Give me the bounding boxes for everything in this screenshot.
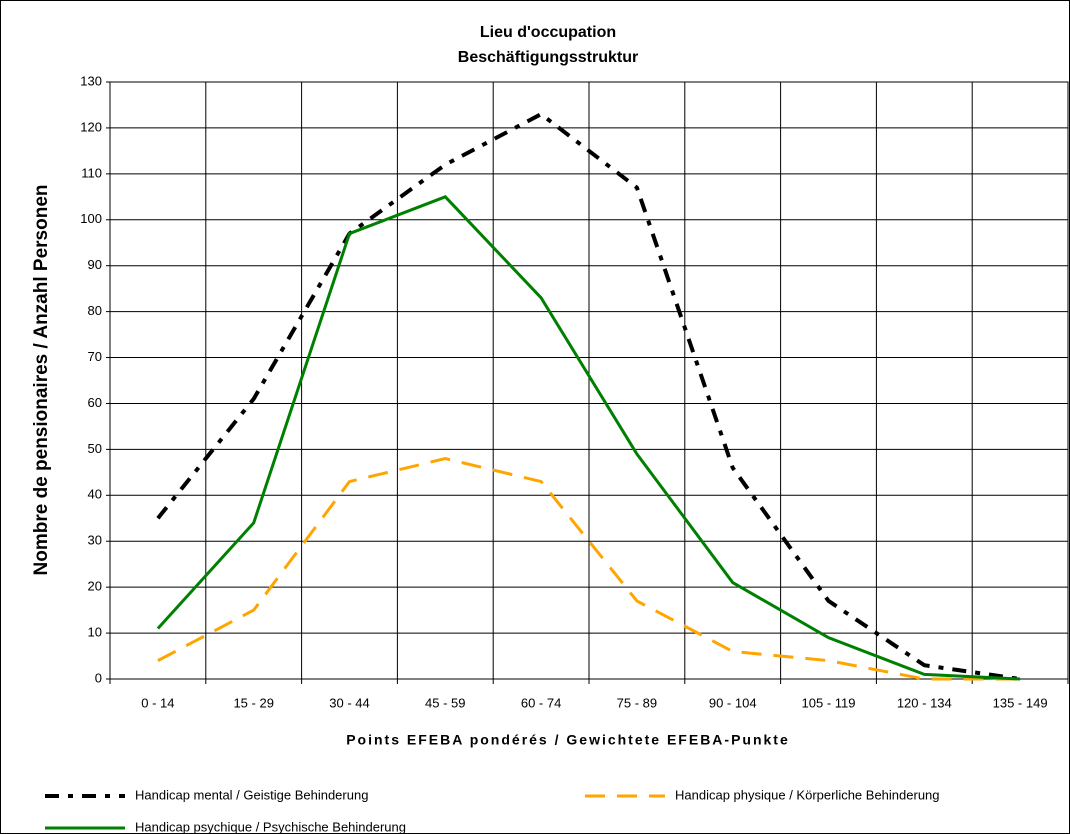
y-tick-label: 10 — [88, 625, 102, 640]
y-tick-label: 50 — [88, 441, 102, 456]
y-tick-label: 30 — [88, 533, 102, 548]
y-tick-label: 70 — [88, 349, 102, 364]
legend-label: Handicap physique / Körperliche Behinder… — [675, 787, 940, 802]
y-tick-label: 40 — [88, 487, 102, 502]
x-tick-label: 30 - 44 — [329, 695, 369, 710]
y-tick-label: 60 — [88, 395, 102, 410]
x-tick-label: 75 - 89 — [617, 695, 657, 710]
y-tick-label: 120 — [80, 119, 102, 134]
y-tick-label: 90 — [88, 257, 102, 272]
legend-label: Handicap psychique / Psychische Behinder… — [135, 819, 406, 834]
y-tick-label: 20 — [88, 579, 102, 594]
x-tick-label: 60 - 74 — [521, 695, 561, 710]
y-tick-label: 100 — [80, 211, 102, 226]
series-line — [156, 195, 1021, 681]
y-tick-label: 130 — [80, 73, 102, 88]
y-tick-label: 110 — [81, 165, 102, 180]
x-tick-label: 15 - 29 — [233, 695, 273, 710]
series-line — [157, 457, 1021, 681]
x-tick-label: 135 - 149 — [993, 695, 1048, 710]
series-line — [156, 111, 1021, 681]
x-tick-label: 105 - 119 — [802, 695, 856, 710]
x-axis-title: Points EFEBA pondérés / Gewichtete EFEBA… — [346, 732, 790, 748]
y-axis-title: Nombre de pensionaires / Anzahl Personen — [31, 184, 52, 575]
y-tick-label: 80 — [88, 303, 102, 318]
y-tick-label: 0 — [95, 670, 102, 685]
x-tick-label: 90 - 104 — [709, 695, 757, 710]
x-tick-label: 120 - 134 — [897, 695, 952, 710]
x-tick-label: 0 - 14 — [141, 695, 174, 710]
legend-label: Handicap mental / Geistige Behinderung — [135, 787, 368, 802]
chart-title: Lieu d'occupation — [480, 24, 616, 41]
x-tick-label: 45 - 59 — [425, 695, 465, 710]
chart-title: Beschäftigungsstruktur — [458, 49, 638, 66]
